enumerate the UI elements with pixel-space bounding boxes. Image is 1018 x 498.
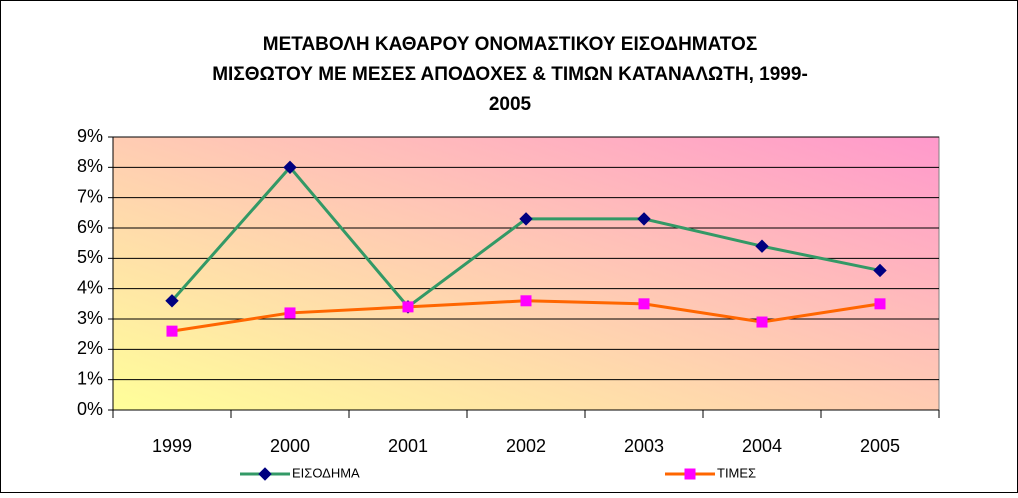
- point: [402, 301, 414, 313]
- x-tick-label: 2002: [506, 436, 546, 456]
- point: [874, 298, 886, 310]
- y-tick-label: 5%: [77, 247, 103, 267]
- y-tick-label: 4%: [77, 277, 103, 297]
- y-tick-label: 0%: [77, 399, 103, 419]
- plot-area: [112, 136, 940, 411]
- point: [684, 468, 696, 480]
- point: [258, 467, 272, 481]
- chart-title: ΜΙΣΘΩΤΟΥ ΜΕ ΜΕΣΕΣ ΑΠΟΔΟΧΕΣ & ΤΙΜΩΝ ΚΑΤΑΝ…: [212, 64, 808, 85]
- x-tick-label: 1999: [152, 436, 192, 456]
- x-tick-label: 2000: [270, 436, 310, 456]
- y-tick-label: 9%: [77, 126, 103, 146]
- legend-label: ΕΙΣΟΔΗΜΑ: [292, 465, 360, 480]
- point: [283, 160, 297, 175]
- y-tick-label: 3%: [77, 308, 103, 328]
- y-tick-label: 2%: [77, 338, 103, 358]
- y-tick-label: 8%: [77, 156, 103, 176]
- point: [873, 263, 887, 278]
- point: [637, 212, 651, 226]
- point: [284, 307, 296, 319]
- point: [756, 316, 768, 328]
- point: [166, 325, 178, 337]
- point: [638, 298, 650, 310]
- y-tick-label: 6%: [77, 217, 103, 237]
- point: [519, 212, 533, 226]
- x-tick-label: 2004: [742, 436, 782, 456]
- legend-label: ΤΙΜΕΣ: [717, 465, 756, 480]
- x-tick-label: 2005: [860, 436, 900, 456]
- point: [755, 239, 769, 253]
- chart-title: 2005: [489, 94, 532, 115]
- y-tick-label: 7%: [77, 186, 103, 206]
- x-tick-label: 2001: [388, 436, 428, 456]
- point: [520, 295, 532, 307]
- point: [165, 294, 179, 308]
- x-tick-label: 2003: [624, 436, 664, 456]
- y-tick-label: 1%: [77, 368, 103, 388]
- chart-title: ΜΕΤΑΒΟΛΗ ΚΑΘΑΡΟΥ ΟΝΟΜΑΣΤΙΚΟΥ ΕΙΣΟΔΗΜΑΤΟΣ: [263, 34, 757, 55]
